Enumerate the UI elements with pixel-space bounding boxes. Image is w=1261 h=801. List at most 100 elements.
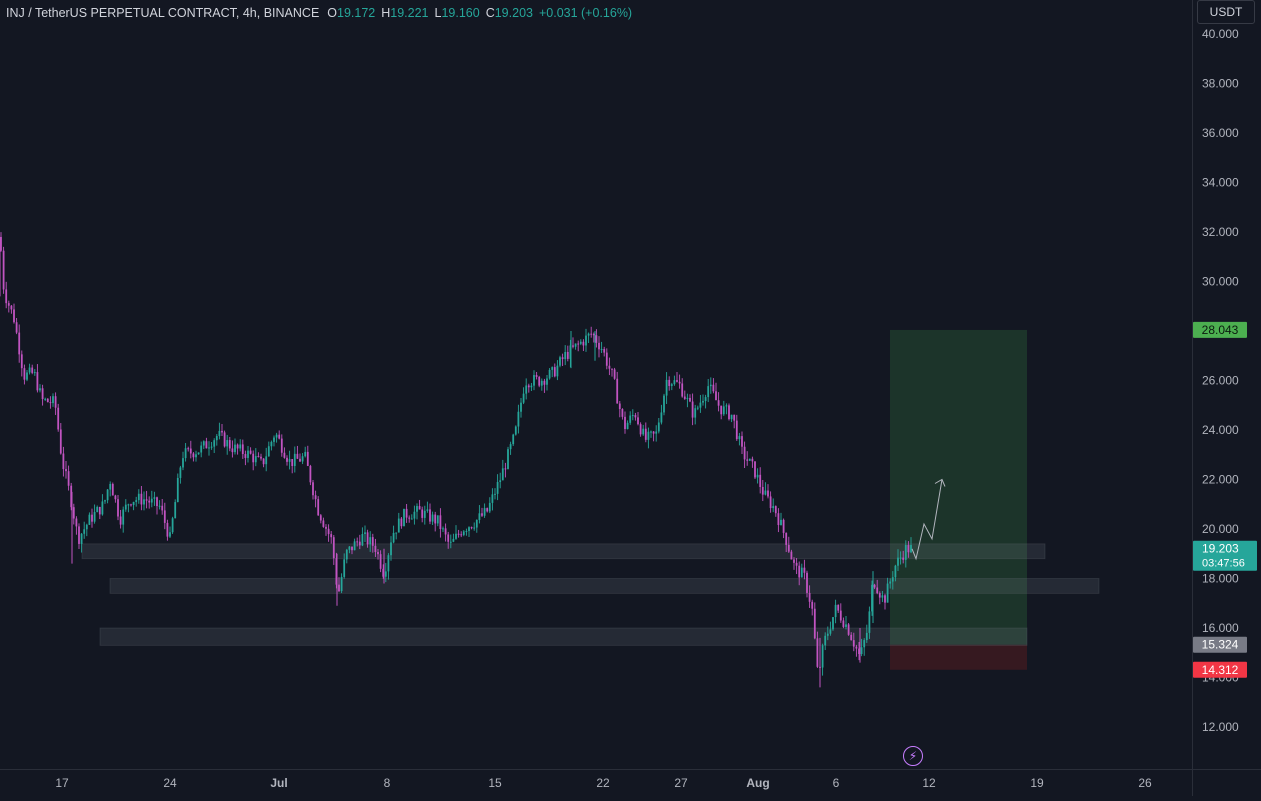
candle-body — [197, 452, 200, 455]
candle-body — [377, 552, 379, 555]
candle-body — [683, 396, 686, 399]
y-tick-label: 38.000 — [1202, 77, 1239, 91]
x-tick-label: Jul — [270, 776, 287, 790]
target-price-label: 28.043 — [1202, 323, 1239, 337]
candle-body — [52, 396, 54, 404]
candle-body — [364, 532, 366, 534]
candle-body — [603, 349, 606, 353]
x-tick-label: 24 — [163, 776, 177, 790]
candle-body — [444, 528, 447, 535]
candle-body — [785, 532, 788, 545]
candle-body — [551, 367, 554, 370]
candle-body — [387, 555, 390, 572]
lightning-icon[interactable]: ⚡ — [903, 746, 923, 766]
candle-body — [400, 518, 403, 527]
candle-body — [80, 533, 83, 544]
candle-body — [694, 408, 697, 418]
candle-body — [826, 633, 829, 636]
candle-body — [457, 533, 460, 535]
candle-body — [579, 341, 582, 344]
candle-body — [345, 549, 348, 560]
candle-body — [210, 446, 213, 448]
support-zone-3 — [99, 627, 1028, 646]
candle-body — [899, 557, 902, 559]
candle-body — [741, 436, 743, 447]
candle-body — [169, 532, 171, 537]
candle-body — [171, 518, 174, 533]
candle-body — [111, 483, 114, 496]
candle-body — [845, 624, 847, 627]
candle-body — [280, 438, 283, 453]
candle-body — [670, 384, 673, 386]
candle-body — [83, 529, 86, 534]
symbol-title[interactable]: INJ / TetherUS PERPETUAL CONTRACT, 4h, B… — [6, 6, 320, 20]
candle-body — [707, 386, 710, 398]
candle-body — [327, 528, 330, 535]
candle-body — [431, 514, 434, 522]
candle-body — [98, 506, 101, 515]
candle-body — [473, 527, 476, 529]
candle-body — [221, 430, 223, 433]
candle-body — [681, 383, 684, 397]
candle-body — [634, 415, 637, 418]
candle-body — [756, 474, 759, 478]
candle-body — [106, 489, 109, 501]
high-value: 19.221 — [390, 6, 429, 20]
candle-body — [314, 495, 317, 500]
candle-body — [202, 441, 205, 446]
candle-body — [226, 440, 229, 447]
candle-body — [223, 432, 226, 447]
candle-body — [410, 518, 413, 520]
candle-body — [564, 351, 567, 360]
candle-body — [655, 431, 658, 434]
candle-body — [176, 477, 179, 503]
candle-body — [293, 453, 296, 466]
candle-body — [829, 629, 832, 634]
candle-body — [647, 431, 650, 440]
candle-body — [548, 369, 551, 379]
candle-body — [754, 461, 756, 478]
candle-body — [356, 541, 359, 543]
candle-body — [886, 583, 889, 603]
candle-body — [192, 453, 195, 458]
candle-body — [811, 601, 814, 609]
candle-body — [738, 436, 741, 440]
candle-body — [418, 506, 421, 510]
currency-button[interactable]: USDT — [1197, 0, 1255, 24]
time-axis-divider — [0, 769, 1261, 770]
candle-body — [475, 519, 478, 528]
candle-body — [540, 380, 543, 386]
candle-body — [569, 345, 572, 359]
x-tick-label: Aug — [746, 776, 769, 790]
candle-body — [904, 545, 907, 560]
target-price-label-bg — [1193, 321, 1247, 338]
candle-body — [595, 335, 598, 343]
candle-body — [715, 391, 717, 401]
candle-body — [676, 380, 678, 382]
candle-body — [218, 430, 221, 437]
candle-body — [858, 648, 860, 655]
candle-body — [215, 436, 218, 441]
symbol-legend[interactable]: INJ / TetherUS PERPETUAL CONTRACT, 4h, B… — [6, 4, 638, 22]
candle-body — [57, 407, 60, 430]
candle-body — [36, 372, 39, 391]
candle-body — [273, 437, 275, 442]
candle-body — [735, 420, 738, 440]
candle-body — [369, 537, 372, 545]
candle-body — [416, 506, 418, 512]
candle-body — [384, 571, 387, 577]
candle-body — [442, 528, 444, 530]
candle-body — [600, 349, 603, 351]
candle-body — [312, 482, 314, 496]
candle-body — [686, 397, 689, 399]
candle-body — [650, 431, 652, 433]
candle-body — [696, 407, 699, 409]
candle-body — [153, 497, 156, 499]
candle-body — [616, 378, 619, 404]
candle-body — [319, 515, 322, 521]
low-label: L — [434, 6, 442, 20]
candle-body — [449, 541, 452, 543]
loss-zone — [890, 644, 1027, 670]
